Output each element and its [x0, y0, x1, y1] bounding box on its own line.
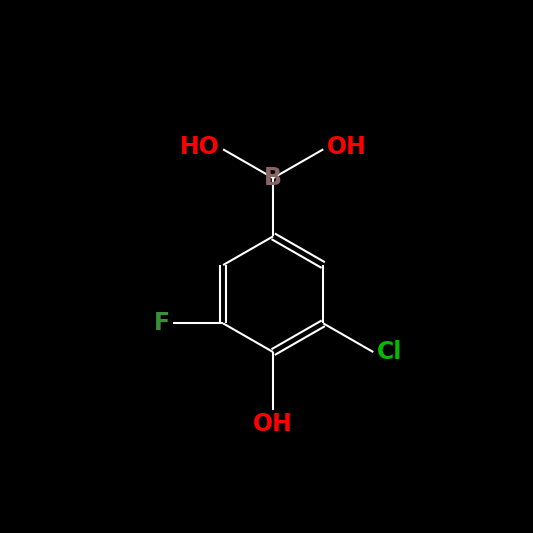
Text: Cl: Cl [377, 340, 402, 364]
Text: OH: OH [253, 413, 293, 437]
Text: B: B [264, 166, 282, 190]
Text: HO: HO [180, 135, 220, 159]
Text: OH: OH [327, 135, 366, 159]
Text: F: F [154, 311, 169, 335]
